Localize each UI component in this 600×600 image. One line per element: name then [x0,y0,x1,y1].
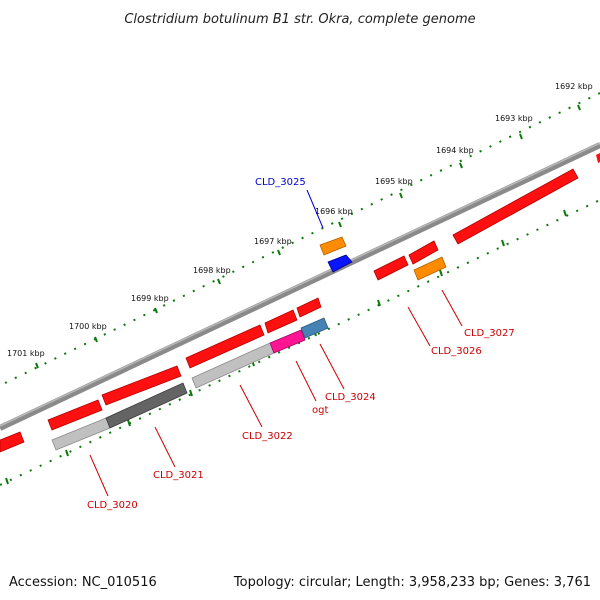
gene-label-cld-3027[interactable]: CLD_3027 [464,328,515,339]
gene-feature-cld-3025[interactable] [319,236,347,256]
gene-feature[interactable] [296,297,322,318]
kbp-label: 1697 kbp [254,237,292,246]
outer-tick-row [4,92,600,384]
leader-lines [89,189,463,497]
gene-label-cld-3024[interactable]: CLD_3024 [325,392,376,403]
forward-strand-features [0,153,600,453]
gene-feature-cld-3026[interactable] [413,256,447,281]
kbp-label: 1701 kbp [7,349,45,358]
kbp-label: 1695 kbp [375,177,413,186]
gene-feature-cld-3024[interactable] [300,317,329,339]
gene-label-cld-3021[interactable]: CLD_3021 [153,470,204,481]
kbp-label: 1694 kbp [436,146,474,155]
kbp-label: 1698 kbp [193,266,231,275]
gene-feature[interactable] [185,324,265,369]
gene-label-ogt[interactable]: ogt [312,405,328,416]
gene-label-cld-3026[interactable]: CLD_3026 [431,346,482,357]
gene-feature[interactable] [47,399,103,431]
kbp-label: 1700 kbp [69,322,107,331]
gene-feature[interactable] [327,254,353,273]
map-title: Clostridium botulinum B1 str. Okra, comp… [124,12,475,27]
gene-feature[interactable] [264,309,298,334]
gene-feature-ogt[interactable] [269,329,306,354]
gene-labels: CLD_3025 CLD_3027 CLD_3026 CLD_3024 ogt … [87,177,515,511]
reverse-strand-features [51,256,447,451]
gene-label-cld-3020[interactable]: CLD_3020 [87,500,138,511]
genome-backbone [0,142,600,431]
gene-label-cld-3025[interactable]: CLD_3025 [255,177,306,188]
gene-feature[interactable] [101,365,182,406]
gene-feature[interactable] [452,168,579,245]
kbp-labels: 1692 kbp 1693 kbp 1694 kbp 1695 kbp 1696… [7,82,593,358]
accession-text: Accession: NC_010516 [9,575,157,590]
gene-feature[interactable] [0,431,25,453]
gene-feature[interactable] [408,240,439,265]
gene-label-cld-3022[interactable]: CLD_3022 [242,431,293,442]
gene-feature[interactable] [373,255,409,281]
kbp-label: 1692 kbp [555,82,593,91]
inner-tick-row [0,199,600,486]
kbp-label: 1693 kbp [495,114,533,123]
kbp-label: 1696 kbp [315,207,353,216]
major-ticks-outer [35,104,581,369]
kbp-label: 1699 kbp [131,294,169,303]
genome-summary-text: Topology: circular; Length: 3,958,233 bp… [233,575,591,590]
gene-feature-cld-3021[interactable] [105,382,188,429]
gene-feature[interactable] [596,153,600,163]
